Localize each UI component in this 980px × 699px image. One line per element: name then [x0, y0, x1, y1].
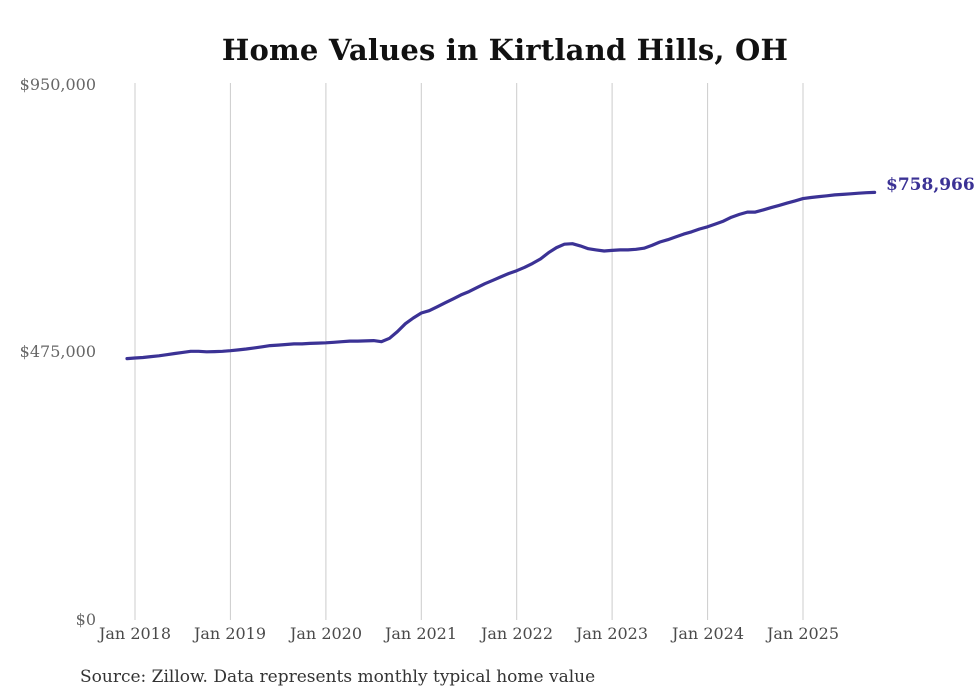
x-axis-tick-jan-2022: Jan 2022 [480, 624, 554, 643]
chart-title: Home Values in Kirtland Hills, OH [221, 33, 789, 67]
x-axis-tick-jan-2025: Jan 2025 [766, 624, 840, 643]
x-axis-tick-jan-2020: Jan 2020 [289, 624, 363, 643]
x-axis-tick-jan-2021: Jan 2021 [384, 624, 458, 643]
x-axis-tick-jan-2019: Jan 2019 [193, 624, 267, 643]
x-axis-tick-jan-2018: Jan 2018 [98, 624, 172, 643]
y-axis-tick-950000: $950,000 [19, 75, 96, 94]
y-axis-tick-475000: $475,000 [19, 342, 96, 361]
x-axis-tick-jan-2023: Jan 2023 [575, 624, 649, 643]
x-axis-tick-jan-2024: Jan 2024 [671, 624, 745, 643]
source-attribution: Source: Zillow. Data represents monthly … [80, 667, 596, 687]
y-axis-tick-0: $0 [75, 610, 96, 629]
series-end-value-label: $758,966 [886, 175, 975, 195]
home-value-line [125, 190, 877, 361]
